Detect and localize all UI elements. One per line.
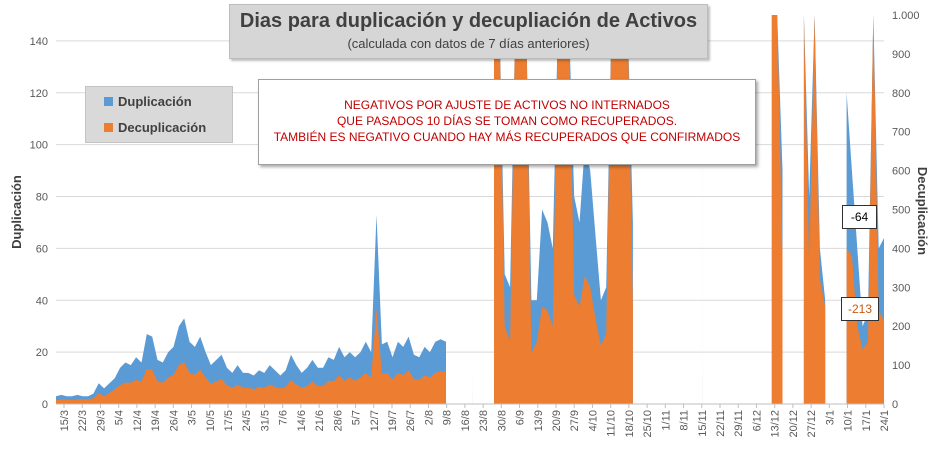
right-tick-label: 600 [892,166,910,178]
x-tick-label: 21/6 [314,410,326,431]
x-tick-label: 13/12 [770,410,782,438]
chart-title: Dias para duplicación y decupliación de … [239,10,698,32]
x-tick-label: 20/12 [788,410,800,438]
x-tick-label: 22/11 [715,410,727,437]
x-tick-label: 19/4 [150,410,162,431]
left-axis-ticks: 0 20 40 60 80 100 120 140 [30,36,48,411]
left-tick-label: 100 [30,140,48,152]
x-tick-label: 11/10 [606,410,618,437]
x-tick-label: 24/5 [241,410,253,431]
x-tick-label: 5/7 [351,410,363,425]
x-tick-label: 29/11 [733,410,745,437]
x-tick-label: 12/4 [132,410,144,431]
right-tick-label: 900 [892,49,910,61]
x-axis-ticks: 15/3 22/3 29/3 5/4 12/4 19/4 26/4 3/5 10/5 17/5 24… [59,404,891,438]
x-tick-label: 3/1 [824,410,836,425]
legend-item-decuplicacion: Decuplicación [104,120,206,135]
right-tick-label: 200 [892,321,910,333]
legend-item-duplicacion: Duplicación [104,94,192,109]
x-tick-label: 14/6 [296,410,308,431]
x-tick-label: 8/11 [679,410,691,431]
x-tick-label: 22/3 [77,410,89,431]
x-tick-label: 28/6 [332,410,344,431]
legend-label-decuplicacion: Decuplicación [118,120,207,135]
x-tick-label: 2/8 [423,410,435,425]
legend-swatch-decuplicacion [104,123,113,133]
x-tick-label: 5/4 [114,410,126,425]
right-tick-label: 500 [892,205,910,217]
x-tick-label: 15/11 [697,410,709,437]
x-tick-label: 30/8 [496,410,508,431]
right-tick-label: 700 [892,127,910,139]
x-tick-label: 18/10 [624,410,636,438]
x-tick-label: 3/5 [187,410,199,425]
right-tick-label: 800 [892,88,910,100]
x-tick-label: 31/5 [259,410,271,431]
right-tick-label: 100 [892,360,910,372]
left-tick-label: 80 [36,192,48,204]
left-tick-label: 40 [36,295,48,307]
y-axis-left-label: Duplicación [9,175,24,249]
x-tick-label: 6/9 [515,410,527,425]
note-line-2: QUE PASADOS 10 DÍAS SE TOMAN COMO RECUPE… [336,114,678,128]
x-tick-label: 17/5 [223,410,235,431]
y-axis-right-label: Decuplicación [915,167,930,255]
x-tick-label: 20/9 [551,410,563,431]
x-tick-label: 26/7 [405,410,417,431]
right-axis-ticks: 0 100 200 300 400 500 600 700 800 900 1.000 [892,10,920,411]
left-tick-label: 140 [30,36,48,48]
x-tick-label: 1/11 [660,410,672,431]
left-tick-label: 0 [42,399,48,411]
x-tick-label: 12/7 [369,410,381,431]
right-tick-label: 400 [892,243,910,255]
x-tick-label: 19/7 [387,410,399,431]
area-decuplicacion [56,308,446,404]
x-tick-label: 10/5 [205,410,217,431]
note-line-1: NEGATIVOS POR AJUSTE DE ACTIVOS NO INTER… [344,98,670,112]
chart-title-box: Dias para duplicación y decupliación de … [229,4,708,59]
x-tick-label: 13/9 [533,410,545,431]
area-duplicacion [56,214,446,404]
x-tick-label: 4/10 [587,410,599,431]
chart-subtitle: (calculada con datos de 7 días anteriore… [347,36,590,51]
x-tick-label: 24/1 [879,410,891,431]
x-tick-label: 10/1 [843,410,855,431]
left-tick-label: 20 [36,347,48,359]
x-tick-label: 27/9 [569,410,581,431]
x-tick-label: 6/12 [751,410,763,431]
right-tick-label: 300 [892,282,910,294]
x-tick-label: 29/3 [95,410,107,431]
right-tick-label: 1.000 [892,10,920,22]
x-tick-label: 17/1 [861,410,873,431]
legend-swatch-duplicacion [104,97,113,107]
right-tick-label: 0 [892,399,898,411]
note-box: NEGATIVOS POR AJUSTE DE ACTIVOS NO INTER… [258,79,756,165]
x-tick-label: 25/10 [642,410,654,438]
x-tick-label: 26/4 [168,410,180,431]
left-tick-label: 120 [30,88,48,100]
left-tick-label: 60 [36,243,48,255]
x-tick-label: 23/8 [478,410,490,431]
x-tick-label: 9/8 [442,410,454,425]
area-decuplicacion [494,15,633,404]
area-decuplicacion [771,15,783,404]
note-line-3: TAMBIÉN ES NEGATIVO CUANDO HAY MÁS RECUP… [273,130,741,144]
area-decuplicacion [803,15,826,404]
plot-areas [56,15,884,404]
x-tick-label: 16/8 [460,410,472,431]
legend-label-duplicacion: Duplicación [118,94,192,109]
x-tick-label: 15/3 [59,410,71,431]
legend: Duplicación Decuplicación [85,86,233,143]
x-tick-label: 7/6 [278,410,290,425]
x-tick-label: 27/12 [806,410,818,438]
callout-duplicacion-last: -64 [842,205,877,229]
callout-decuplicacion-last: -213 [841,297,879,321]
